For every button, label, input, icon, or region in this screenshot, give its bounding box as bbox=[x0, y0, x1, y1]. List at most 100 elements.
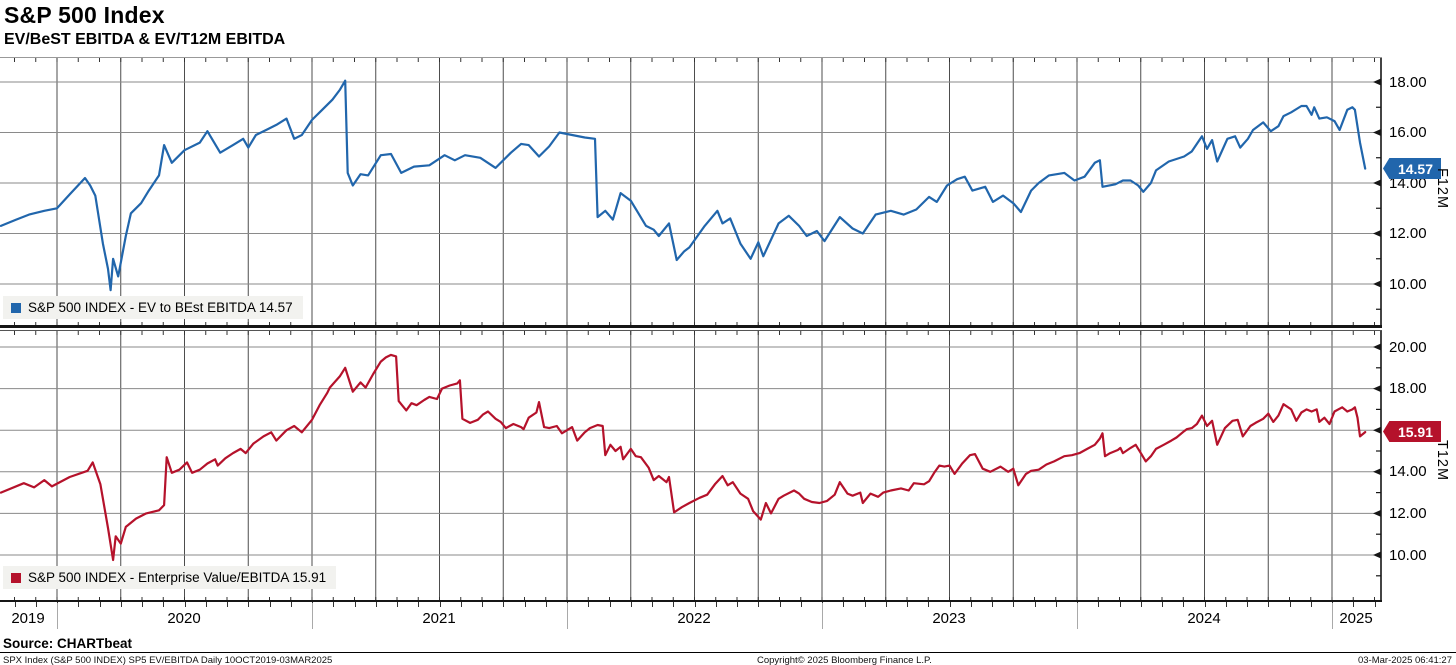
x-axis-month-tick bbox=[333, 602, 335, 607]
y-tick-label: 14.00 bbox=[1389, 463, 1427, 480]
year-separator bbox=[1332, 603, 1333, 629]
y-axis-title-f12m: F12M bbox=[1434, 168, 1450, 210]
x-axis-month-tick bbox=[843, 602, 845, 607]
x-axis-month-tick bbox=[609, 602, 611, 607]
x-axis-month-tick bbox=[1119, 602, 1121, 607]
x-axis-month-tick bbox=[1055, 602, 1057, 607]
major-tick-arrow-icon bbox=[1373, 280, 1381, 288]
major-tick-arrow-icon bbox=[1373, 179, 1381, 187]
y-axis-title-t12m: T12M bbox=[1434, 440, 1450, 482]
x-axis-month-tick bbox=[163, 602, 165, 607]
x-axis-month-tick bbox=[35, 602, 37, 607]
y-tick-label: 12.00 bbox=[1389, 225, 1427, 242]
x-axis-month-tick bbox=[928, 602, 930, 607]
x-axis-year-label: 2024 bbox=[1187, 610, 1221, 627]
x-axis-month-tick bbox=[1183, 602, 1185, 607]
x-axis-month-tick bbox=[1374, 602, 1376, 607]
legend-forward-ebitda[interactable]: S&P 500 INDEX - EV to BEst EBITDA 14.57 bbox=[3, 296, 303, 319]
x-axis-month-tick bbox=[269, 602, 271, 607]
x-axis-month-tick bbox=[418, 602, 420, 607]
y-tick-label: 18.00 bbox=[1389, 380, 1427, 397]
x-axis-month-tick bbox=[1353, 602, 1355, 607]
top-panel-border bbox=[0, 57, 1382, 58]
x-axis-month-tick bbox=[949, 602, 951, 607]
x-axis-month-tick bbox=[524, 602, 526, 607]
forward-ebitda-panel-line[interactable] bbox=[0, 79, 1367, 292]
x-axis-year-label: 2019 bbox=[11, 610, 45, 627]
x-axis-month-tick bbox=[1098, 602, 1100, 607]
major-tick-arrow-icon bbox=[1373, 468, 1381, 476]
x-axis-month-tick bbox=[715, 602, 717, 607]
year-separator bbox=[822, 603, 823, 629]
x-axis-month-tick bbox=[460, 602, 462, 607]
footer-timestamp: 03-Mar-2025 06:41:27 bbox=[1357, 655, 1452, 665]
source-line: Source: CHARTbeat bbox=[3, 636, 133, 651]
x-axis-month-tick bbox=[737, 602, 738, 607]
footer-copyright: Copyright© 2025 Bloomberg Finance L.P. bbox=[757, 655, 932, 665]
x-axis-month-tick bbox=[800, 602, 802, 607]
x-axis-month-tick bbox=[907, 602, 908, 607]
major-tick-arrow-icon bbox=[1373, 129, 1381, 136]
y-tick-label: 14.00 bbox=[1389, 175, 1427, 192]
trailing-ebitda-panel-chart[interactable] bbox=[0, 331, 1382, 601]
footer-divider bbox=[0, 652, 1456, 653]
x-axis-month-tick bbox=[120, 602, 122, 607]
year-separator bbox=[57, 603, 58, 629]
x-axis-month-tick bbox=[1140, 602, 1142, 607]
forward-ebitda-panel-chart[interactable] bbox=[0, 58, 1382, 326]
x-axis-month-tick bbox=[694, 602, 696, 607]
x-axis-year-label: 2020 bbox=[167, 610, 201, 627]
year-separator bbox=[567, 603, 568, 629]
major-tick-arrow-icon bbox=[1373, 78, 1381, 86]
major-tick-arrow-icon bbox=[1373, 426, 1381, 434]
x-axis-month-tick bbox=[1247, 602, 1248, 607]
x-axis-month-tick bbox=[1225, 602, 1227, 607]
x-axis-year-label: 2023 bbox=[932, 610, 966, 627]
last-value-badge-forward: 14.57 bbox=[1383, 158, 1441, 179]
legend-trailing-label: S&P 500 INDEX - Enterprise Value/EBITDA … bbox=[28, 570, 327, 585]
x-axis-month-tick bbox=[758, 602, 760, 607]
major-tick-arrow-icon bbox=[1373, 385, 1381, 393]
y-tick-label: 10.00 bbox=[1389, 547, 1427, 564]
footer-security-info: SPX Index (S&P 500 INDEX) SP5 EV/EBITDA … bbox=[3, 655, 333, 665]
x-axis-month-tick bbox=[397, 602, 398, 607]
year-separator bbox=[312, 603, 313, 629]
major-tick-arrow-icon bbox=[1373, 551, 1381, 559]
major-tick-arrow-icon bbox=[1373, 509, 1381, 517]
year-separator bbox=[1077, 603, 1078, 629]
x-axis-month-tick bbox=[248, 602, 250, 607]
y-tick-label: 12.00 bbox=[1389, 505, 1427, 522]
x-axis-month-tick bbox=[1204, 602, 1206, 607]
x-axis-month-tick bbox=[1162, 602, 1163, 607]
x-axis-month-tick bbox=[14, 602, 16, 607]
x-axis-month-tick bbox=[227, 602, 228, 607]
x-axis-month-tick bbox=[482, 602, 483, 607]
x-axis-line bbox=[0, 600, 1382, 602]
y-tick-label: 16.00 bbox=[1389, 124, 1427, 141]
legend-trailing-ebitda[interactable]: S&P 500 INDEX - Enterprise Value/EBITDA … bbox=[3, 566, 337, 589]
x-axis-month-tick bbox=[1034, 602, 1036, 607]
x-axis-month-tick bbox=[1268, 602, 1270, 607]
x-axis-month-tick bbox=[205, 602, 207, 607]
x-axis-month-tick bbox=[142, 602, 143, 607]
x-axis-month-tick bbox=[652, 602, 653, 607]
blue-series-swatch-icon bbox=[11, 302, 21, 313]
x-axis-month-tick bbox=[184, 602, 186, 607]
last-value-badge-trailing: 15.91 bbox=[1383, 421, 1441, 442]
trailing-ebitda-panel-line[interactable] bbox=[0, 353, 1367, 562]
x-axis-month-tick bbox=[1310, 602, 1312, 607]
x-axis-year-label: 2021 bbox=[422, 610, 456, 627]
bottom-panel-border bbox=[0, 330, 1382, 331]
major-tick-arrow-icon bbox=[1373, 230, 1381, 237]
x-axis-month-tick bbox=[99, 602, 101, 607]
x-axis-year-label: 2025 bbox=[1339, 610, 1373, 627]
x-axis-month-tick bbox=[992, 602, 993, 607]
x-axis-month-tick bbox=[503, 602, 505, 607]
y-tick-label: 10.00 bbox=[1389, 276, 1427, 293]
x-axis-month-tick bbox=[864, 602, 866, 607]
x-axis-month-tick bbox=[439, 602, 441, 607]
x-axis-year-label: 2022 bbox=[677, 610, 711, 627]
x-axis-month-tick bbox=[545, 602, 547, 607]
x-axis-month-tick bbox=[290, 602, 292, 607]
